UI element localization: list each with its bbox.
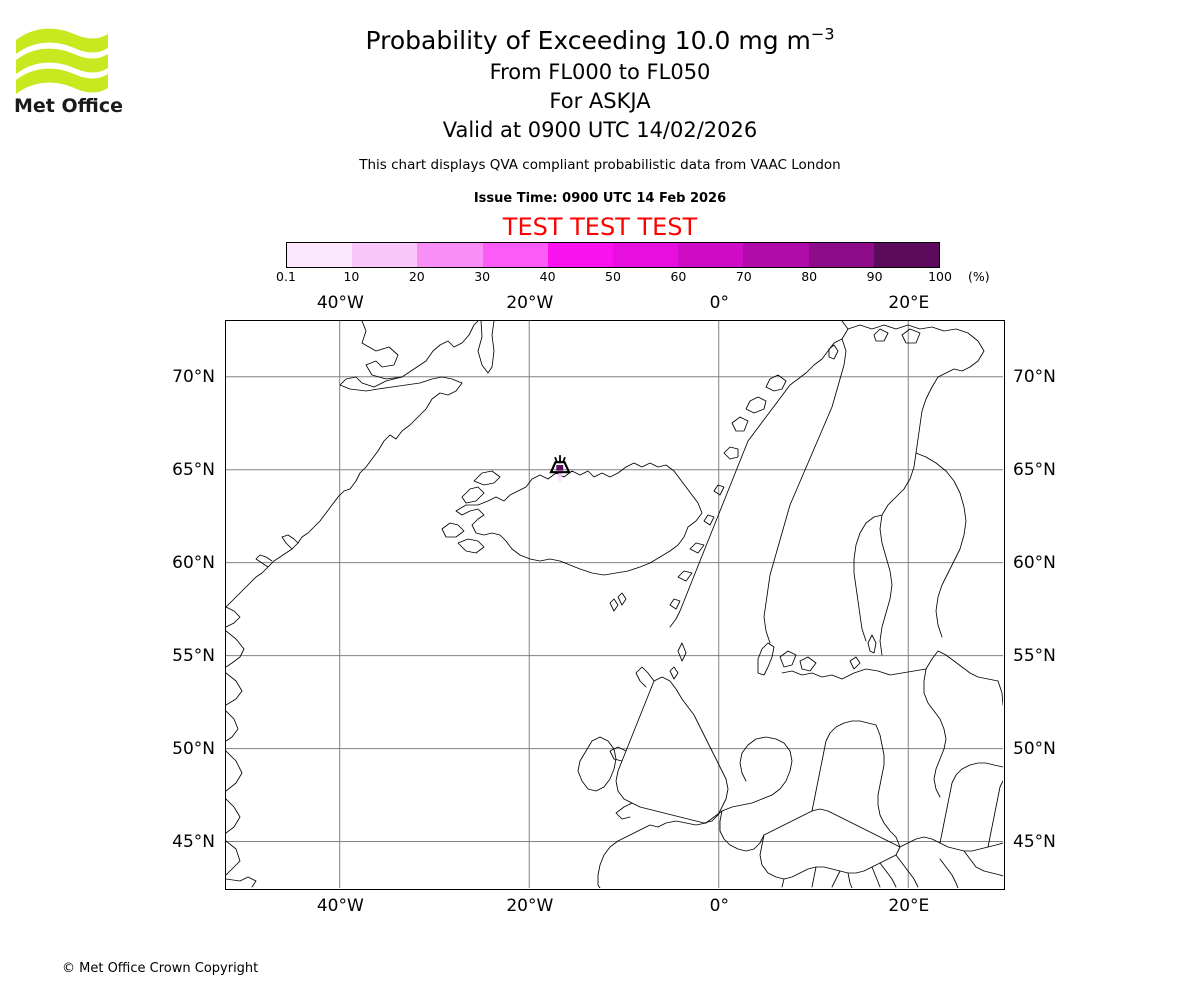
- logo-wordmark: Met Office: [14, 95, 122, 114]
- met-office-logo[interactable]: Met Office: [12, 22, 122, 114]
- lat-label-left-5: 45°N: [172, 832, 215, 853]
- colorbar-tick-50: 50: [605, 269, 621, 284]
- page-title-text: Probability of Exceeding 10.0 mg m: [365, 26, 811, 55]
- colorbar-segment-6: [678, 243, 744, 267]
- lat-label-right-3: 55°N: [1013, 646, 1056, 667]
- map-coastlines: [226, 321, 1003, 888]
- lon-label-top-0: 40°W: [316, 293, 364, 313]
- colorbar-tick-40: 40: [539, 269, 556, 284]
- lat-label-left-1: 65°N: [172, 460, 215, 481]
- map-gridlines: [226, 321, 1003, 888]
- colorbar-segment-4: [547, 243, 614, 267]
- map-canvas: [226, 321, 1003, 888]
- colorbar-tick-100: 100: [928, 269, 952, 284]
- colorbar-tick-80: 80: [801, 269, 818, 284]
- ash-cell-1: [559, 465, 564, 471]
- lon-label-top-3: 20°E: [888, 293, 930, 313]
- lat-label-left-3: 55°N: [172, 646, 215, 667]
- colorbar-segment-0: [287, 243, 353, 267]
- colorbar-tick-60: 60: [670, 269, 687, 284]
- colorbar-tick-labels: 0.1 10 20 30 40 50 60 70 80 90 100: [256, 269, 1016, 287]
- colorbar-tick-10: 10: [343, 269, 360, 284]
- lon-label-bottom-0: 40°W: [316, 896, 364, 916]
- lon-label-top-2: 0°: [709, 293, 729, 313]
- page-title: Probability of Exceeding 10.0 mg m−3: [0, 24, 1200, 58]
- subtitle-valid-time: Valid at 0900 UTC 14/02/2026: [442, 118, 758, 142]
- colorbar-units-label: (%): [968, 269, 990, 284]
- volcano-marker-askja: [549, 455, 571, 474]
- title-block: Probability of Exceeding 10.0 mg m−3 Fro…: [0, 24, 1200, 145]
- colorbar-segment-1: [352, 243, 418, 267]
- lat-label-left-0: 70°N: [172, 367, 215, 388]
- lat-label-left-4: 50°N: [172, 739, 215, 760]
- logo-waves-icon: [16, 28, 108, 94]
- subtitle-site: For ASKJA: [549, 89, 651, 113]
- lon-label-bottom-2: 0°: [709, 896, 729, 916]
- volcano-symbol-icon: [549, 461, 571, 474]
- colorbar-tick-90: 90: [866, 269, 883, 284]
- lat-label-right-2: 60°N: [1013, 553, 1056, 574]
- subtitle-flight-levels: From FL000 to FL050: [489, 60, 711, 84]
- volcano-ray-0: [554, 456, 558, 463]
- lat-label-right-1: 65°N: [1013, 460, 1056, 481]
- colorbar-container: [286, 242, 940, 268]
- colorbar-segment-5: [613, 243, 679, 267]
- colorbar-tick-0.1: 0.1: [276, 269, 296, 284]
- issue-time-text: Issue Time: 0900 UTC 14 Feb 2026: [473, 191, 727, 206]
- probability-colorbar[interactable]: [286, 242, 940, 268]
- colorbar-tick-20: 20: [408, 269, 425, 284]
- page-title-exponent: −3: [810, 24, 835, 44]
- colorbar-tick-30: 30: [474, 269, 491, 284]
- colorbar-segment-2: [417, 243, 483, 267]
- copyright-footer: © Met Office Crown Copyright: [62, 961, 259, 976]
- met-office-logo-svg: Met Office: [14, 28, 122, 114]
- ash-cell-0: [556, 465, 560, 471]
- test-banner: TEST TEST TEST: [502, 213, 698, 241]
- colorbar-segment-8: [808, 243, 874, 267]
- map-frame[interactable]: [225, 320, 1005, 890]
- colorbar-tick-70: 70: [735, 269, 752, 284]
- disclaimer-text: This chart displays QVA compliant probab…: [359, 157, 841, 173]
- colorbar-segment-7: [743, 243, 809, 267]
- ash-cell-3: [558, 477, 562, 483]
- lat-label-right-4: 50°N: [1013, 739, 1056, 760]
- lon-label-bottom-3: 20°E: [888, 896, 930, 916]
- lon-label-top-1: 20°W: [506, 293, 554, 313]
- lat-label-right-5: 45°N: [1013, 832, 1056, 853]
- ash-probability-overlay: [556, 465, 564, 483]
- lon-label-bottom-1: 20°W: [506, 896, 554, 916]
- volcano-ray-2: [562, 456, 566, 463]
- ash-cell-2: [558, 471, 562, 478]
- colorbar-segment-9: [873, 243, 940, 267]
- colorbar-segment-3: [482, 243, 548, 267]
- lat-label-right-0: 70°N: [1013, 367, 1056, 388]
- lat-label-left-2: 60°N: [172, 553, 215, 574]
